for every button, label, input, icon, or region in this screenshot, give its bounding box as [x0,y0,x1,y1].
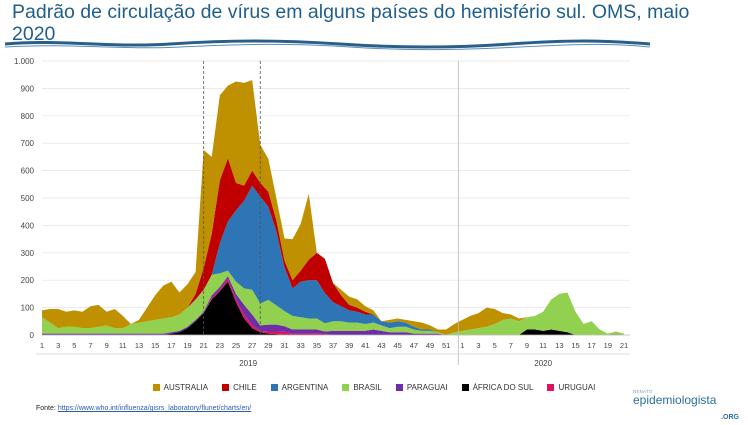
y-tick-label: 700 [21,139,35,148]
y-tick-label: 900 [21,84,35,93]
legend-swatch [270,383,278,391]
chart-legend: AUSTRALIA CHILE ARGENTINA BRASIL PARAGUAI ÁFR… [0,380,748,394]
page-title: Padrão de circulação de vírus em alguns … [12,1,690,45]
area-series-australia [42,80,624,336]
legend-item-australia: AUSTRALIA [152,382,209,392]
source-link[interactable]: https://www.who.int/influenza/gisrs_labo… [57,405,252,412]
x-tick-label: 21 [199,341,207,350]
x-tick-label: 11 [119,341,127,350]
source-label: Fonte: [36,405,56,412]
legend-label: PARAGUAI [406,382,448,392]
x-tick-label: 31 [280,341,288,350]
x-tick-label: 9 [105,341,109,350]
logo-small-text: RENATO [633,389,653,394]
legend-label: BRASIL [353,382,382,392]
year-label: 2019 [239,359,257,368]
area-series-brasil [42,270,624,335]
area-series-chile [42,158,624,335]
year-label: 2020 [534,359,552,368]
x-tick-label: 39 [345,341,353,350]
x-tick-label: 1 [460,341,464,350]
x-tick-label: 5 [493,341,497,350]
x-tick-label: 37 [329,341,337,350]
x-tick-label: 13 [555,341,563,350]
x-tick-label: 9 [525,341,529,350]
title-underline-wave [4,39,651,51]
legend-label: ARGENTINA [281,382,329,392]
y-tick-label: 400 [21,221,35,230]
legend-label: ÁFRICA DO SUL [472,382,534,392]
logo-org-text: .ORG [721,414,739,421]
x-tick-label: 35 [313,341,321,350]
legend-item-uruguai: URUGUAI [547,383,595,392]
y-tick-label: 100 [21,304,35,313]
x-tick-label: 3 [56,341,60,350]
x-tick-label: 15 [151,341,159,350]
grid-layer [42,60,630,336]
legend-item-paraguai: PARAGUAI [395,382,448,392]
x-tick-label: 17 [167,341,175,350]
legend-swatch [222,383,230,391]
legend-item-brasil: BRASIL [342,382,382,392]
site-logo: RENATO epidemiologista .ORG [633,389,743,421]
x-tick-label: 27 [248,341,256,350]
area-series-argentina [42,185,624,335]
legend-swatch [342,383,350,391]
y-tick-label: 0 [30,331,35,340]
source-note: Fonte: https://www.who.int/influenza/gis… [36,405,251,412]
legend-label: URUGUAI [558,382,596,392]
legend-label: AUSTRALIA [163,382,209,392]
x-tick-label: 19 [604,341,612,350]
area-layer [42,80,624,336]
legend-swatch [547,383,555,391]
x-tick-label: 29 [264,341,272,350]
legend-swatch [152,383,160,391]
x-tick-label: 19 [183,341,191,350]
x-tick-label: 17 [587,341,595,350]
x-tick-label: 21 [620,341,628,350]
legend-item-áfrica-do-sul: ÁFRICA DO SUL [461,382,534,392]
legend-label: CHILE [233,382,257,392]
y-tick-label: 500 [21,194,35,203]
x-tick-label: 3 [476,341,480,350]
x-tick-label: 15 [571,341,579,350]
x-tick-label: 7 [88,341,92,350]
x-tick-label: 51 [442,341,450,350]
logo-main-text: epidemiologista [633,393,717,407]
x-tick-label: 7 [509,341,513,350]
x-tick-label: 49 [426,341,434,350]
legend-swatch [461,383,469,391]
y-tick-label: 200 [21,276,35,285]
x-tick-label: 13 [135,341,143,350]
legend-item-chile: CHILE [222,383,257,392]
x-tick-label: 25 [232,341,240,350]
x-tick-label: 47 [410,341,418,350]
y-tick-label: 1.000 [14,57,35,66]
x-tick-label: 11 [539,341,547,350]
x-tick-label: 1 [40,341,44,350]
y-tick-label: 300 [21,249,35,258]
marker-layer [203,61,261,335]
legend-item-argentina: ARGENTINA [270,382,329,392]
y-tick-label: 600 [21,167,35,176]
x-tick-label: 5 [72,341,76,350]
x-tick-label: 45 [393,341,401,350]
legend-swatch [395,383,403,391]
x-tick-label: 33 [296,341,304,350]
x-tick-label: 41 [361,341,369,350]
x-tick-label: 23 [216,341,224,350]
y-tick-label: 800 [21,112,35,121]
x-tick-label: 43 [377,341,385,350]
